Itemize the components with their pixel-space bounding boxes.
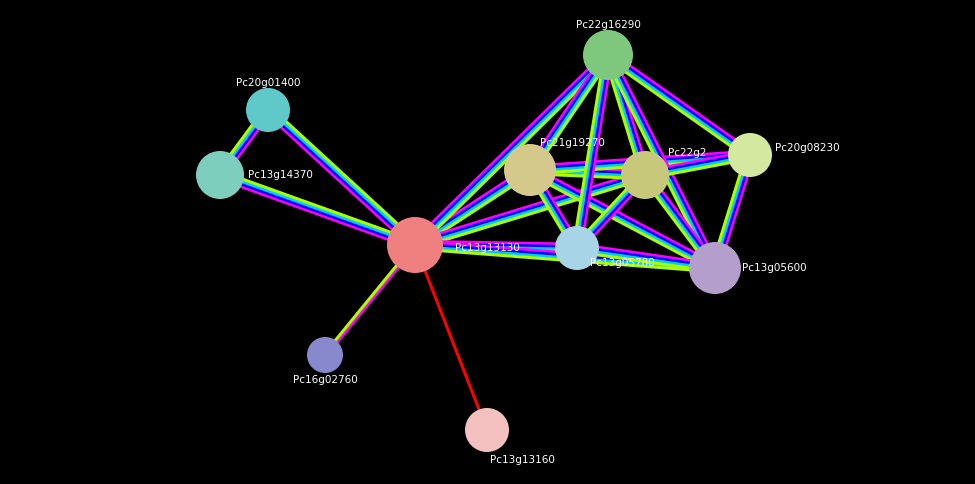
Text: Pc22g2: Pc22g2 <box>668 148 707 158</box>
Circle shape <box>555 226 599 270</box>
Text: Pc16g02760: Pc16g02760 <box>292 375 358 385</box>
Text: Pc20g08230: Pc20g08230 <box>775 143 839 153</box>
Circle shape <box>689 242 741 294</box>
Text: Pc13g05600: Pc13g05600 <box>742 263 806 273</box>
Text: Pc22g16290: Pc22g16290 <box>575 20 641 30</box>
Circle shape <box>728 133 772 177</box>
Circle shape <box>307 337 343 373</box>
Text: Pc13g13130: Pc13g13130 <box>455 243 520 253</box>
Circle shape <box>621 151 669 199</box>
Text: Pc21g19270: Pc21g19270 <box>540 138 604 148</box>
Circle shape <box>504 144 556 196</box>
Text: Pc13g05780: Pc13g05780 <box>590 258 655 268</box>
Circle shape <box>583 30 633 80</box>
Circle shape <box>387 217 443 273</box>
Circle shape <box>196 151 244 199</box>
Circle shape <box>465 408 509 452</box>
Text: Pc20g01400: Pc20g01400 <box>236 78 300 88</box>
Text: Pc13g14370: Pc13g14370 <box>248 170 313 180</box>
Text: Pc13g13160: Pc13g13160 <box>490 455 555 465</box>
Circle shape <box>246 88 290 132</box>
